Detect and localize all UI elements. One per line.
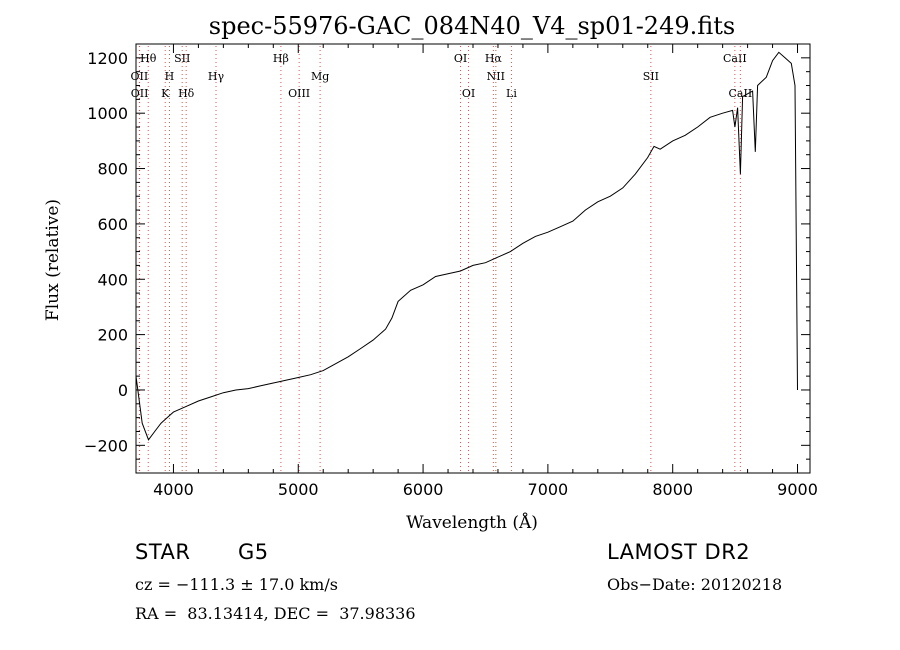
line-marker-label: OI — [462, 87, 475, 100]
y-tick-label: 800 — [97, 160, 128, 179]
x-tick-label: 4000 — [153, 480, 194, 499]
line-marker-label: Hγ — [208, 70, 225, 83]
y-tick-label: −200 — [84, 436, 128, 455]
line-marker-label: CaII — [723, 52, 747, 65]
line-marker-label: SII — [174, 52, 190, 65]
spectrum-line — [135, 51, 798, 441]
line-marker-label: OIII — [288, 87, 310, 100]
line-marker-label: K — [161, 87, 170, 100]
plot-frame — [135, 43, 811, 474]
line-marker-label: H — [165, 70, 175, 83]
y-tick-label: 200 — [97, 326, 128, 345]
line-marker-label: Mg — [311, 70, 329, 83]
line-marker-label: Hα — [485, 52, 503, 65]
coordinates-text: RA = 83.13414, DEC = 37.98336 — [135, 604, 416, 623]
line-marker-label: NII — [487, 70, 505, 83]
y-tick-label: 0 — [118, 381, 128, 400]
chart-title: spec-55976-GAC_084N40_V4_sp01-249.fits — [209, 12, 735, 40]
x-axis-label: Wavelength (Å) — [406, 512, 538, 533]
x-tick-label: 6000 — [403, 480, 444, 499]
line-marker-label: Li — [506, 87, 517, 100]
line-marker-label: OII — [131, 87, 149, 100]
survey-name: LAMOST DR2 — [607, 540, 751, 564]
line-marker-label: Hβ — [273, 52, 289, 65]
line-marker-label: SII — [643, 70, 659, 83]
redshift-text: cz = −111.3 ± 17.0 km/s — [135, 575, 338, 594]
tick-labels: 4000 5000 6000 7000 8000 9000 −200 0 200 400 600 80… — [84, 49, 818, 499]
object-class: STAR — [135, 540, 191, 564]
line-marker-label: Hθ — [140, 52, 157, 65]
line-marker-label: OII — [131, 70, 149, 83]
line-marker-label: Hδ — [178, 87, 195, 100]
x-tick-label: 9000 — [777, 480, 818, 499]
y-tick-label: 600 — [97, 215, 128, 234]
x-tick-label: 8000 — [652, 480, 693, 499]
y-tick-label: 1000 — [87, 104, 128, 123]
x-tick-label: 7000 — [528, 480, 569, 499]
line-marker-label: OI — [454, 52, 467, 65]
obs-date-text: Obs−Date: 20120218 — [607, 575, 783, 594]
y-tick-label: 1200 — [87, 49, 128, 68]
y-tick-label: 400 — [97, 270, 128, 289]
axis-ticks — [136, 44, 810, 474]
subclass: G5 — [238, 540, 269, 564]
y-axis-label: Flux (relative) — [43, 199, 63, 321]
x-tick-label: 5000 — [278, 480, 319, 499]
line-marker-label: CaII — [729, 87, 753, 100]
